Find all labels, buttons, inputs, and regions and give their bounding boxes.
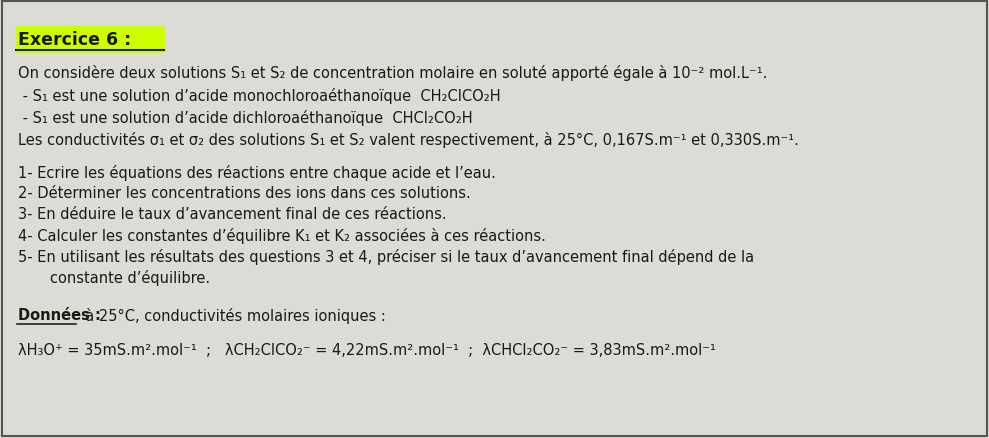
Text: 5- En utilisant les résultats des questions 3 et 4, préciser si le taux d’avance: 5- En utilisant les résultats des questi… (18, 248, 755, 265)
Text: Les conductivités σ₁ et σ₂ des solutions S₁ et S₂ valent respectivement, à 25°C,: Les conductivités σ₁ et σ₂ des solutions… (18, 132, 799, 148)
Text: On considère deux solutions S₁ et S₂ de concentration molaire en soluté apporté : On considère deux solutions S₁ et S₂ de … (18, 65, 767, 81)
Text: à 25°C, conductivités molaires ioniques :: à 25°C, conductivités molaires ioniques … (76, 307, 387, 323)
Text: - S₁ est une solution d’acide monochloroaéthanoïque  CH₂ClCO₂H: - S₁ est une solution d’acide monochloro… (18, 88, 500, 104)
Text: 4- Calculer les constantes d’équilibre K₁ et K₂ associées à ces réactions.: 4- Calculer les constantes d’équilibre K… (18, 227, 546, 244)
Text: λH₃O⁺ = 35mS.m².mol⁻¹  ;   λCH₂ClCO₂⁻ = 4,22mS.m².mol⁻¹  ;  λCHCl₂CO₂⁻ = 3,83mS.: λH₃O⁺ = 35mS.m².mol⁻¹ ; λCH₂ClCO₂⁻ = 4,2… (18, 342, 716, 357)
Text: constante d’équilibre.: constante d’équilibre. (50, 269, 210, 285)
Text: Données :: Données : (18, 307, 101, 322)
FancyBboxPatch shape (16, 27, 164, 53)
Text: 3- En déduire le taux d’avancement final de ces réactions.: 3- En déduire le taux d’avancement final… (18, 207, 447, 222)
Text: Exercice 6 :: Exercice 6 : (18, 31, 132, 49)
Text: - S₁ est une solution d’acide dichloroaéthanoïque  CHCl₂CO₂H: - S₁ est une solution d’acide dichloroaé… (18, 110, 473, 126)
Text: 1- Ecrire les équations des réactions entre chaque acide et l’eau.: 1- Ecrire les équations des réactions en… (18, 165, 495, 180)
Text: 2- Déterminer les concentrations des ions dans ces solutions.: 2- Déterminer les concentrations des ion… (18, 186, 471, 201)
